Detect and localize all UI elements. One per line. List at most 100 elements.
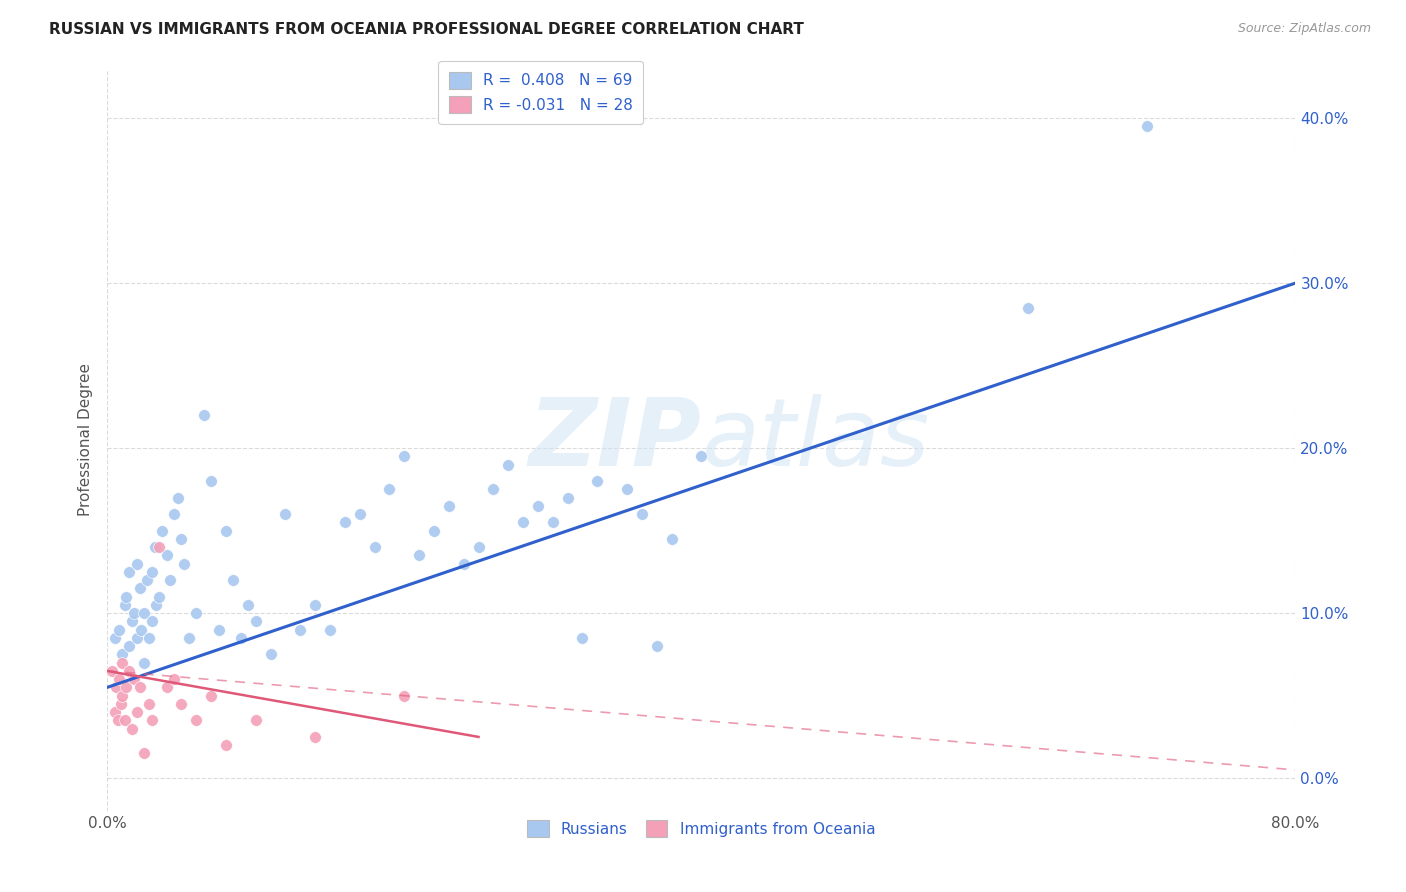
Point bbox=[207, 623, 229, 637]
Point bbox=[527, 499, 550, 513]
Point bbox=[131, 623, 153, 637]
Point bbox=[245, 615, 267, 629]
Point bbox=[125, 705, 148, 719]
Point bbox=[150, 524, 173, 538]
Point bbox=[114, 714, 136, 728]
Point bbox=[100, 664, 122, 678]
Point bbox=[103, 705, 125, 719]
Point bbox=[170, 697, 193, 711]
Point bbox=[1136, 120, 1159, 134]
Point bbox=[128, 582, 150, 596]
Point bbox=[437, 499, 460, 513]
Point bbox=[193, 408, 215, 422]
Point bbox=[114, 598, 136, 612]
Point bbox=[616, 483, 638, 497]
Point bbox=[177, 631, 200, 645]
Text: Source: ZipAtlas.com: Source: ZipAtlas.com bbox=[1237, 22, 1371, 36]
Point bbox=[159, 573, 181, 587]
Point bbox=[245, 714, 267, 728]
Point bbox=[274, 507, 297, 521]
Point bbox=[155, 549, 177, 563]
Point bbox=[134, 656, 156, 670]
Point bbox=[125, 557, 148, 571]
Point bbox=[304, 730, 326, 744]
Point bbox=[148, 590, 170, 604]
Point bbox=[145, 598, 167, 612]
Point bbox=[111, 689, 134, 703]
Point bbox=[148, 540, 170, 554]
Point bbox=[110, 697, 132, 711]
Point bbox=[170, 532, 193, 546]
Point bbox=[136, 573, 159, 587]
Point bbox=[512, 516, 534, 530]
Point bbox=[186, 714, 208, 728]
Point bbox=[173, 557, 195, 571]
Point bbox=[394, 689, 416, 703]
Point bbox=[394, 450, 416, 464]
Point bbox=[118, 639, 141, 653]
Point bbox=[141, 714, 163, 728]
Text: RUSSIAN VS IMMIGRANTS FROM OCEANIA PROFESSIONAL DEGREE CORRELATION CHART: RUSSIAN VS IMMIGRANTS FROM OCEANIA PROFE… bbox=[49, 22, 804, 37]
Point bbox=[155, 681, 177, 695]
Point bbox=[143, 540, 166, 554]
Point bbox=[163, 672, 186, 686]
Point bbox=[229, 631, 252, 645]
Point bbox=[115, 681, 138, 695]
Point bbox=[319, 623, 342, 637]
Point bbox=[557, 491, 579, 505]
Point bbox=[200, 689, 222, 703]
Point bbox=[111, 648, 134, 662]
Point bbox=[121, 722, 143, 736]
Point bbox=[586, 474, 609, 488]
Point bbox=[186, 606, 208, 620]
Point bbox=[108, 672, 131, 686]
Point bbox=[121, 615, 143, 629]
Point bbox=[571, 631, 593, 645]
Point bbox=[222, 573, 245, 587]
Point bbox=[167, 491, 190, 505]
Point bbox=[349, 507, 371, 521]
Point bbox=[141, 565, 163, 579]
Point bbox=[1017, 301, 1039, 315]
Point bbox=[215, 738, 238, 752]
Point bbox=[259, 648, 281, 662]
Point bbox=[138, 631, 160, 645]
Point bbox=[496, 458, 519, 472]
Point bbox=[290, 623, 312, 637]
Point bbox=[128, 681, 150, 695]
Point bbox=[645, 639, 668, 653]
Point bbox=[138, 697, 160, 711]
Point bbox=[125, 631, 148, 645]
Point bbox=[333, 516, 356, 530]
Point bbox=[408, 549, 430, 563]
Point bbox=[107, 714, 129, 728]
Point bbox=[304, 598, 326, 612]
Point bbox=[103, 631, 125, 645]
Point bbox=[541, 516, 564, 530]
Point bbox=[141, 615, 163, 629]
Point bbox=[108, 623, 131, 637]
Point bbox=[482, 483, 505, 497]
Point bbox=[631, 507, 654, 521]
Point bbox=[111, 656, 134, 670]
Point bbox=[115, 590, 138, 604]
Point bbox=[122, 606, 145, 620]
Point bbox=[453, 557, 475, 571]
Point bbox=[200, 474, 222, 488]
Point bbox=[122, 672, 145, 686]
Point bbox=[363, 540, 385, 554]
Text: atlas: atlas bbox=[702, 394, 929, 485]
Point bbox=[163, 507, 186, 521]
Point bbox=[378, 483, 401, 497]
Point bbox=[118, 664, 141, 678]
Point bbox=[215, 524, 238, 538]
Point bbox=[423, 524, 446, 538]
Y-axis label: Professional Degree: Professional Degree bbox=[79, 363, 93, 516]
Point bbox=[690, 450, 713, 464]
Point bbox=[105, 681, 128, 695]
Point bbox=[661, 532, 683, 546]
Point bbox=[238, 598, 260, 612]
Legend: Russians, Immigrants from Oceania: Russians, Immigrants from Oceania bbox=[520, 813, 883, 845]
Point bbox=[118, 565, 141, 579]
Text: ZIP: ZIP bbox=[529, 394, 702, 486]
